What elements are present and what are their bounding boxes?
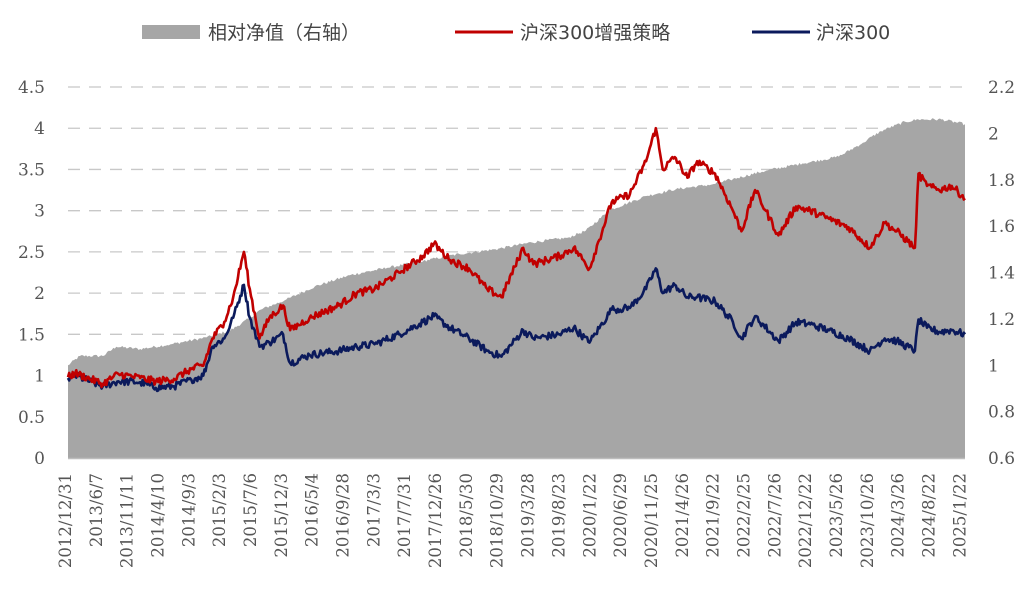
x-tick-label: 2012/12/31 bbox=[56, 473, 75, 568]
x-tick-label: 2022/12/22 bbox=[796, 473, 815, 568]
y-left-tick-label: 0 bbox=[34, 449, 45, 469]
x-tick-label: 2013/11/11 bbox=[118, 473, 137, 568]
x-tick-label: 2021/4/26 bbox=[673, 473, 692, 558]
y-left-tick-label: 2.5 bbox=[18, 243, 45, 263]
x-tick-label: 2025/1/22 bbox=[950, 473, 969, 558]
y-left-tick-label: 4.5 bbox=[18, 78, 45, 98]
y-right-tick-label: 1.4 bbox=[988, 264, 1015, 284]
series-line-enhanced-strategy bbox=[66, 126, 966, 389]
x-tick-label: 2013/6/7 bbox=[87, 473, 106, 547]
y-right-tick-label: 1.2 bbox=[988, 310, 1015, 330]
x-tick-label: 2015/12/3 bbox=[272, 473, 291, 558]
x-tick-label: 2017/12/26 bbox=[426, 473, 445, 568]
x-tick-label: 2024/8/22 bbox=[920, 473, 939, 558]
legend-swatch-relative-nav bbox=[142, 25, 200, 39]
y-right-tick-label: 1.6 bbox=[988, 217, 1015, 237]
x-tick-label: 2020/1/22 bbox=[580, 473, 599, 558]
y-left-tick-label: 4 bbox=[34, 119, 45, 139]
y-axis-left: 0 0.5 1 1.5 2 2.5 3 3.5 4 4.5 bbox=[18, 78, 45, 469]
legend-label-csi300: 沪深300 bbox=[816, 22, 890, 44]
x-tick-label: 2020/11/25 bbox=[642, 473, 661, 568]
x-tick-label: 2021/9/22 bbox=[704, 473, 723, 558]
y-left-tick-label: 1 bbox=[34, 367, 45, 387]
x-tick-label: 2014/4/10 bbox=[149, 473, 168, 558]
x-tick-label: 2019/8/23 bbox=[549, 473, 568, 558]
y-axis-right: 0.6 0.8 1 1.2 1.4 1.6 1.8 2 2.2 bbox=[988, 78, 1015, 469]
legend-item-relative-nav: 相对净值（右轴） bbox=[142, 22, 360, 44]
x-tick-label: 2018/5/30 bbox=[457, 473, 476, 558]
x-tick-label: 2024/3/26 bbox=[889, 473, 908, 558]
y-right-tick-label: 1.8 bbox=[988, 171, 1015, 191]
series-area-relative-nav bbox=[68, 118, 965, 458]
series-line-csi300 bbox=[66, 267, 967, 393]
relative-nav-area-layer bbox=[68, 118, 965, 458]
x-tick-label: 2015/2/3 bbox=[210, 473, 229, 547]
x-tick-label: 2015/7/6 bbox=[241, 473, 260, 547]
y-right-tick-label: 2 bbox=[988, 124, 999, 144]
x-tick-label: 2017/7/31 bbox=[395, 473, 414, 558]
x-tick-label: 2023/5/26 bbox=[827, 473, 846, 558]
x-tick-label: 2023/10/26 bbox=[858, 473, 877, 568]
x-tick-label: 2019/3/28 bbox=[519, 473, 538, 558]
legend-label-enhanced-strategy: 沪深300增强策略 bbox=[520, 22, 670, 44]
x-tick-label: 2017/3/3 bbox=[364, 473, 383, 547]
x-axis: 2012/12/31 2013/6/7 2013/11/11 2014/4/10 201… bbox=[56, 457, 969, 568]
y-right-tick-label: 2.2 bbox=[988, 78, 1015, 98]
legend-item-csi300: 沪深300 bbox=[752, 22, 890, 44]
y-left-tick-label: 1.5 bbox=[18, 325, 45, 345]
y-right-tick-label: 0.8 bbox=[988, 403, 1015, 423]
legend: 相对净值（右轴） 沪深300增强策略 沪深300 bbox=[142, 22, 890, 44]
x-tick-label: 2022/7/26 bbox=[765, 473, 784, 558]
x-tick-label: 2016/5/4 bbox=[303, 473, 322, 547]
y-right-tick-label: 1 bbox=[988, 356, 999, 376]
x-tick-label: 2020/6/29 bbox=[611, 473, 630, 558]
y-left-tick-label: 3.5 bbox=[18, 160, 45, 180]
x-tick-label: 2014/9/3 bbox=[179, 473, 198, 547]
x-tick-label: 2022/2/25 bbox=[734, 473, 753, 558]
x-tick-label: 2016/9/28 bbox=[334, 473, 353, 558]
y-left-tick-label: 3 bbox=[34, 202, 45, 222]
legend-item-enhanced-strategy: 沪深300增强策略 bbox=[455, 22, 670, 44]
series-lines bbox=[66, 126, 967, 393]
y-left-tick-label: 2 bbox=[34, 284, 45, 304]
y-left-tick-label: 0.5 bbox=[18, 408, 45, 428]
legend-label-relative-nav: 相对净值（右轴） bbox=[208, 22, 360, 44]
y-right-tick-label: 0.6 bbox=[988, 449, 1015, 469]
x-tick-label: 2018/10/29 bbox=[488, 473, 507, 568]
